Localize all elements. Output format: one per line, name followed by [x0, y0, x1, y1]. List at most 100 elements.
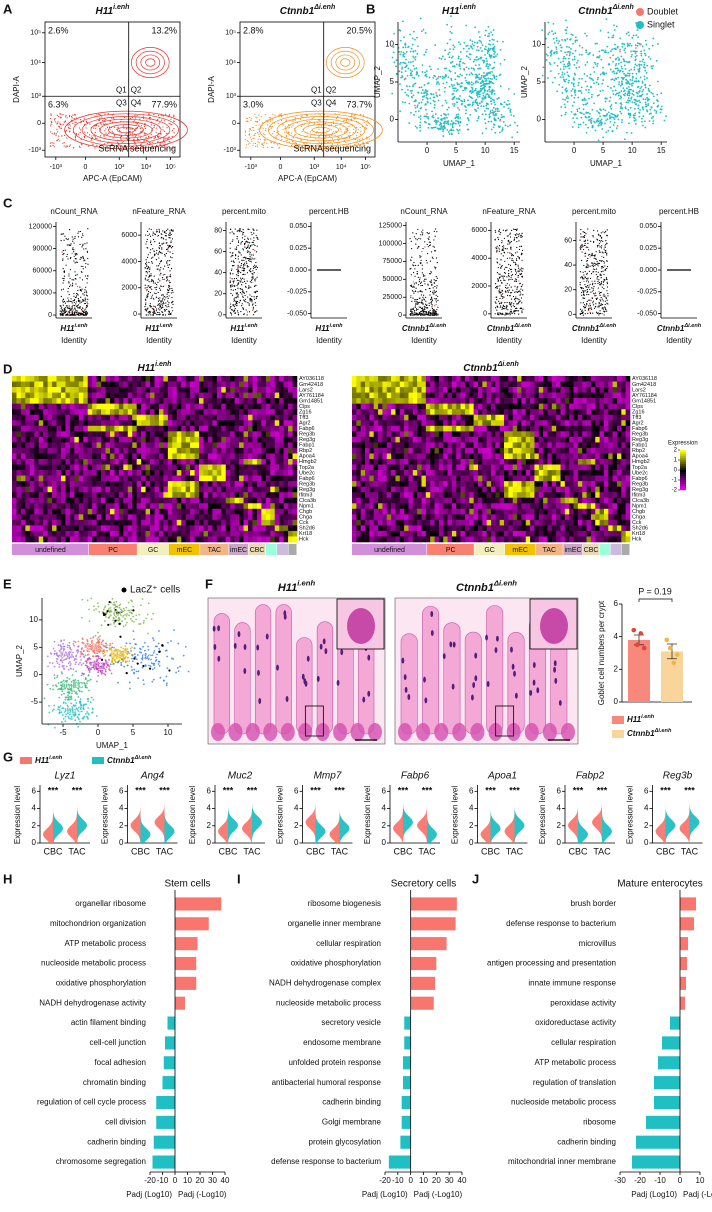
cell-dot [234, 309, 236, 311]
cell-dot [68, 310, 70, 312]
cell-dot [589, 73, 592, 76]
cell-dot [170, 233, 172, 236]
cell-dot [168, 237, 170, 239]
cell-dot [242, 273, 244, 276]
cell-dot [594, 282, 596, 285]
cell-dot [611, 89, 614, 92]
event-dot [366, 142, 368, 145]
cell-dot [79, 286, 81, 288]
cell-dot [428, 65, 431, 68]
event-dot [318, 128, 320, 130]
contour [259, 110, 383, 150]
event-dot [306, 115, 308, 117]
cell-dot [613, 72, 616, 75]
x-axis-label: Identity [411, 336, 437, 345]
cell-dot [503, 296, 505, 298]
event-dot [258, 119, 261, 121]
cell-dot [245, 257, 247, 259]
cell-dot [443, 90, 446, 93]
cell-dot [165, 304, 167, 307]
cell-dot [580, 86, 583, 89]
event-dot [335, 131, 337, 133]
cell-dot [432, 93, 435, 96]
cell-dot [240, 228, 242, 230]
cell-dot [425, 75, 428, 78]
cell-dot [409, 69, 412, 71]
cell-dot [461, 74, 463, 77]
cell-dot [510, 286, 512, 288]
event-dot [171, 124, 173, 126]
cell-dot [66, 244, 68, 246]
cell-dot [157, 313, 159, 316]
event-dot [278, 130, 280, 133]
cell-dot [160, 237, 163, 239]
cell-dot [457, 97, 460, 100]
event-dot [153, 113, 155, 116]
x-axis-label: Identity [146, 336, 172, 345]
cell-dot [568, 57, 570, 60]
cell-dot [452, 48, 455, 51]
event-dot [112, 117, 115, 119]
cell-dot [418, 237, 420, 239]
cell-dot [608, 63, 611, 66]
cell-dot [443, 112, 445, 115]
cell-dot [492, 48, 494, 51]
event-dot [287, 132, 289, 134]
event-dot [291, 132, 293, 134]
event-dot [54, 117, 56, 120]
cell-dot [564, 113, 567, 116]
cell-dot [574, 73, 577, 76]
cell-dot [607, 111, 610, 114]
event-dot [101, 116, 103, 118]
cell-dot [73, 312, 75, 314]
cell-dot [441, 126, 444, 129]
cell-dot [575, 66, 578, 69]
cell-dot [506, 276, 508, 278]
event-dot [109, 121, 111, 123]
cell-dot [149, 267, 151, 269]
qc-title: percent.mito [222, 207, 267, 216]
event-dot [256, 144, 258, 146]
cell-dot [573, 121, 576, 124]
cell-dot [566, 100, 569, 103]
cell-dot [626, 99, 629, 102]
cell-dot [452, 87, 454, 90]
cell-dot [605, 131, 608, 134]
cell-dot [150, 280, 152, 282]
cell-dot [462, 89, 464, 92]
cell-dot [600, 58, 603, 61]
cell-dot [453, 65, 456, 68]
cell-dot [604, 303, 606, 306]
cell-dot [509, 268, 512, 271]
cell-dot [615, 25, 618, 28]
cell-dot [594, 280, 596, 282]
cell-dot [158, 303, 161, 305]
cell-dot [237, 270, 239, 272]
cell-dot [229, 272, 231, 274]
cell-dot [79, 313, 81, 315]
cell-dot [70, 298, 72, 300]
cell-dot [241, 293, 243, 295]
cell-dot [610, 78, 613, 81]
cell-dot [477, 115, 480, 118]
cell-dot [520, 285, 523, 287]
cell-dot [164, 255, 166, 257]
gate-note: ScRNA sequencing [293, 143, 371, 153]
cell-dot [77, 294, 79, 296]
cell-dot [624, 47, 627, 50]
cell-dot [235, 301, 238, 304]
cell-dot [71, 314, 73, 316]
cell-dot [169, 256, 172, 258]
event-dot [320, 133, 322, 136]
event-dot [292, 136, 294, 139]
event-dot [250, 119, 252, 121]
cell-dot [421, 312, 423, 314]
cell-dot [413, 314, 415, 316]
cell-dot [586, 260, 588, 262]
event-dot [150, 133, 152, 136]
cell-dot [407, 67, 410, 70]
cell-dot [240, 310, 242, 313]
cell-dot [443, 67, 446, 70]
x-tick-label: 0 [572, 146, 577, 155]
cell-dot [604, 100, 607, 103]
